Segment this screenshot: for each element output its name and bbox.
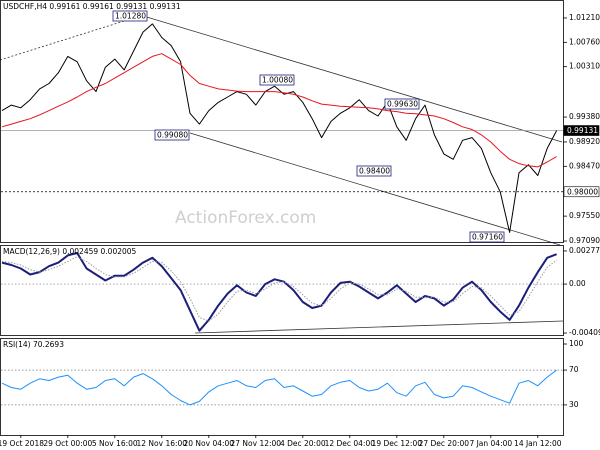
x-tick-label: 14 Jan 12:00	[514, 439, 562, 448]
annotation: 0.99080	[157, 131, 188, 140]
price-label: 0.99131	[567, 126, 598, 135]
y-tick-label: 0.98920	[569, 137, 600, 146]
annotation-box	[384, 98, 420, 110]
y-tick-label: 70	[569, 365, 579, 374]
y-tick-label: 0.99380	[569, 112, 600, 121]
annotation-box	[259, 74, 295, 86]
series-line	[1, 256, 557, 322]
x-tick-label: 27 Nov 12:00	[231, 439, 282, 448]
channel-lines	[0, 14, 564, 334]
x-tick-label: 20 Nov 04:00	[184, 439, 235, 448]
annotation: 0.98400	[359, 167, 390, 176]
y-tick-label: 30	[569, 400, 579, 409]
annotation: 0.97160	[472, 233, 503, 242]
trend-line-dotted	[0, 15, 141, 61]
annotation-box	[469, 231, 505, 243]
watermark: ActionForex.com	[175, 208, 316, 228]
x-tick-label: 27 Dec 20:00	[419, 439, 470, 448]
y-tick-label: 100	[569, 339, 584, 348]
y-tick-label: 1.00760	[569, 37, 600, 46]
price-label-box	[563, 125, 600, 136]
price-label-box	[563, 186, 600, 198]
annotation: 0.99630	[387, 100, 418, 109]
panel-title: RSI(14) 70.2693	[3, 340, 64, 349]
channel-lower	[189, 132, 561, 246]
macd-trend-line	[194, 320, 564, 334]
series-line	[1, 53, 557, 168]
panel-title: USDCHF,H4 0.99161 0.99161 0.99131 0.9913…	[3, 2, 181, 11]
x-tick-label: 29 Oct 00:00	[43, 439, 92, 448]
x-tick-label: 19 Oct 2018	[0, 439, 44, 448]
channel-upper	[139, 14, 563, 143]
panel-frame	[0, 338, 564, 436]
y-tick-label: 0.002771	[569, 246, 600, 255]
x-tick-label: 7 Jan 04:00	[469, 439, 512, 448]
x-tick-label: 5 Nov 16:00	[92, 439, 138, 448]
y-tick-label: 0.00	[569, 279, 586, 288]
y-tick-label: 0.97090	[569, 236, 600, 245]
series-line	[1, 369, 557, 406]
y-tick-label: 0.98470	[569, 161, 600, 170]
y-tick-label: 0.97550	[569, 211, 600, 220]
x-tick-label: 12 Dec 04:00	[325, 439, 376, 448]
x-tick-label: 12 Nov 16:00	[137, 439, 188, 448]
y-tick-label: 1.00310	[569, 62, 600, 71]
x-tick-label: 19 Dec 12:00	[372, 439, 423, 448]
annotation-box	[154, 129, 190, 141]
panel-frame	[0, 0, 564, 243]
series-line	[1, 23, 558, 233]
x-tick-label: 4 Dec 20:00	[280, 439, 326, 448]
annotation: 1.01280	[115, 12, 146, 21]
y-tick-label: -0.004096	[569, 328, 600, 337]
panel-title: MACD(12,26,9) 0.002459 0.002005	[3, 247, 137, 256]
panel-frame	[0, 245, 564, 336]
annotation-box	[112, 10, 148, 22]
series-line	[1, 252, 557, 332]
annotation: 1.00080	[262, 76, 293, 85]
annotation-box	[356, 165, 392, 177]
y-tick-label: 1.01210	[569, 13, 600, 22]
price-label: 0.98000	[567, 187, 598, 196]
